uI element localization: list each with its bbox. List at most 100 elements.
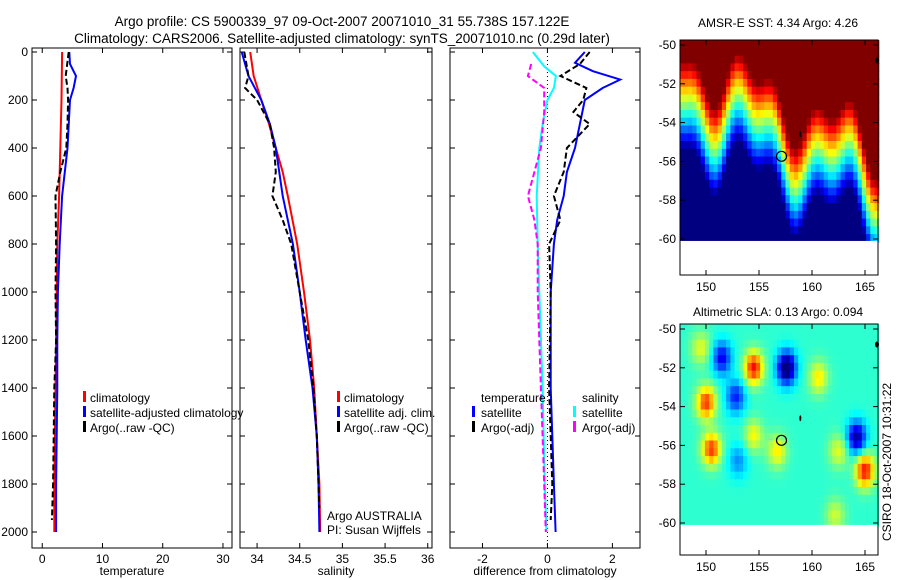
heatmap-cell xyxy=(844,94,850,103)
heatmap-cell xyxy=(870,463,876,473)
heatmap-cell xyxy=(874,133,880,142)
heatmap-cell xyxy=(777,94,782,103)
heatmap-cell xyxy=(802,401,808,411)
heatmap-cell xyxy=(798,179,803,189)
heatmap-cell xyxy=(827,40,833,49)
heatmap-cell xyxy=(810,378,816,387)
heatmap-cell xyxy=(709,456,714,465)
heatmap-cell xyxy=(738,347,744,356)
heatmap-cell xyxy=(794,370,799,380)
heatmap-cell xyxy=(802,218,808,227)
heatmap-cell xyxy=(781,324,787,333)
heatmap-cell xyxy=(870,510,876,519)
heatmap-cell xyxy=(870,331,876,341)
heatmap-cell xyxy=(781,370,787,380)
heatmap-cell xyxy=(709,179,714,189)
heatmap-cell xyxy=(866,117,871,127)
heatmap-cell xyxy=(840,117,846,127)
heatmap-cell xyxy=(696,487,702,496)
heatmap-cell xyxy=(709,425,714,434)
heatmap-cell xyxy=(768,417,774,426)
heatmap-cell xyxy=(700,141,706,150)
heatmap-cell xyxy=(734,518,740,527)
heatmap-cell xyxy=(700,156,706,165)
heatmap-cell xyxy=(874,370,880,380)
heatmap-cell xyxy=(853,448,859,457)
heatmap-cell xyxy=(721,94,727,103)
heatmap-cell xyxy=(840,370,846,380)
heatmap-cell xyxy=(738,86,744,96)
lon-tick-label: 165 xyxy=(855,280,875,294)
heatmap-cell xyxy=(717,63,723,72)
heatmap-cell xyxy=(726,432,731,442)
heatmap-cell xyxy=(802,394,808,403)
heatmap-cell xyxy=(849,179,854,189)
heatmap-cell xyxy=(849,71,854,80)
heatmap-cell xyxy=(747,78,753,88)
heatmap-cell xyxy=(717,110,723,119)
heatmap-cell xyxy=(772,339,778,349)
heatmap-cell xyxy=(734,63,740,72)
heatmap-cell xyxy=(819,386,825,395)
heatmap-cell xyxy=(755,94,761,103)
heatmap-cell xyxy=(781,362,787,372)
heatmap-cell xyxy=(840,63,846,72)
heatmap-cell xyxy=(700,331,706,341)
heatmap-cell xyxy=(692,71,697,80)
heatmap-cell xyxy=(827,125,833,134)
heatmap-cell xyxy=(760,164,765,173)
heatmap-cell xyxy=(692,494,697,504)
heatmap-cell xyxy=(866,432,871,442)
heatmap-cell xyxy=(844,203,850,212)
heatmap-cell xyxy=(815,479,820,488)
heatmap-cell xyxy=(785,234,791,243)
heatmap-cell xyxy=(726,370,731,380)
heatmap-cell xyxy=(768,86,774,96)
heatmap-cell xyxy=(794,94,799,103)
heatmap-cell xyxy=(794,417,799,426)
heatmap-cell xyxy=(870,141,876,150)
heatmap-cell xyxy=(861,71,867,80)
heatmap-cell xyxy=(802,102,808,111)
heatmap-cell xyxy=(806,141,812,150)
heatmap-cell xyxy=(683,234,689,243)
heatmap-cell xyxy=(827,518,833,527)
heatmap-cell xyxy=(760,179,765,189)
heatmap-cell xyxy=(849,218,854,227)
heatmap-cell xyxy=(810,471,816,480)
heatmap-cell xyxy=(688,86,693,96)
heatmap-cell xyxy=(721,47,727,57)
heatmap-cell xyxy=(721,331,727,341)
heatmap-cell xyxy=(827,164,833,173)
heatmap-cell xyxy=(785,502,791,511)
heatmap-cell xyxy=(789,339,795,349)
heatmap-cell xyxy=(781,502,787,511)
heatmap-cell xyxy=(743,494,748,504)
heatmap-cell xyxy=(730,226,736,235)
heatmap-cell xyxy=(798,102,803,111)
heatmap-cell xyxy=(849,347,854,356)
heatmap-cell xyxy=(844,518,850,527)
heatmap-cell xyxy=(760,40,765,49)
heatmap-cell xyxy=(781,94,787,103)
heatmap-cell xyxy=(798,55,803,65)
heatmap-cell xyxy=(700,463,706,473)
heatmap-cell xyxy=(789,55,795,65)
heatmap-cell xyxy=(692,187,697,196)
heatmap-cell xyxy=(738,203,744,212)
heatmap-cell xyxy=(785,148,791,158)
heatmap-cell xyxy=(772,370,778,380)
heatmap-cell xyxy=(785,156,791,165)
heatmap-cell xyxy=(832,518,837,527)
heatmap-cell xyxy=(679,133,685,142)
heatmap-cell xyxy=(717,187,723,196)
heatmap-cell xyxy=(713,347,719,356)
heatmap-cell xyxy=(704,234,710,243)
heatmap-cell xyxy=(819,401,825,411)
heatmap-cell xyxy=(861,494,867,504)
heatmap-cell xyxy=(794,456,799,465)
heatmap-cell xyxy=(743,425,748,434)
heatmap-cell xyxy=(721,487,727,496)
heatmap-cell xyxy=(696,125,702,134)
heatmap-cell xyxy=(815,394,820,403)
